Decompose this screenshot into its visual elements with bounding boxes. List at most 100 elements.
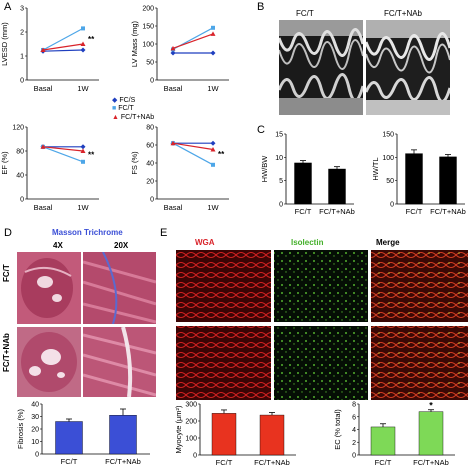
myocyte-bar [259, 414, 285, 456]
merge-image-fct [371, 250, 468, 322]
y-tick-label: 200 [142, 6, 154, 13]
hwtl-category-label: FC/T [406, 207, 423, 216]
ec-category-label: FC/T [375, 458, 392, 467]
fibrosis-y-tick-label: 20 [31, 427, 39, 434]
y-tick-label: 60 [146, 143, 154, 150]
y-tick-label: 2 [20, 30, 24, 37]
hwbw-category-label: FC/T+NAb [319, 207, 355, 216]
y-tick-label: 20 [146, 179, 154, 186]
ec-bar [370, 426, 396, 456]
data-point [170, 140, 176, 146]
isolectin-image-fctnab [274, 326, 368, 400]
fibrosis-bar [109, 415, 137, 455]
x-tick-label: 1W [207, 84, 219, 93]
legend-label-fct: FC/T [118, 105, 134, 112]
x-tick-label: Basal [164, 203, 183, 212]
series-line [42, 146, 84, 152]
myocyte-y-tick-label: 100 [185, 436, 197, 443]
panel-letter-d: D [4, 227, 12, 239]
myocyte-category-label: FC/T+NAb [254, 458, 290, 467]
panel-d-row-fctnab: FC/T+NAb [2, 333, 11, 372]
panel-b-label-fct: FC/T [296, 9, 314, 18]
legend-item-fctnab: ▲ FC/T+NAb [112, 114, 155, 121]
data-point [170, 45, 176, 51]
fibrosis-category-label: FC/T [61, 457, 78, 466]
hwtl-y-tick-label: 50 [386, 178, 394, 185]
y-tick-label: 3 [20, 6, 24, 13]
wga-image-fctnab [176, 326, 271, 400]
x-tick-label: Basal [34, 84, 53, 93]
histology-20x-fct [83, 252, 156, 324]
fibrosis-category-label: FC/T+NAb [105, 457, 141, 466]
data-point [211, 25, 215, 30]
y-tick-label: 1 [20, 54, 24, 61]
echo-image-fct [279, 20, 363, 115]
hwbw-y-tick-label: 0 [279, 202, 283, 209]
data-point [40, 47, 46, 52]
merge-image-fctnab [371, 326, 468, 400]
y-tick-label: 80 [16, 149, 24, 156]
y-tick-label: 0 [150, 197, 154, 204]
y-tick-label: 120 [12, 125, 24, 132]
wga-image-fct [176, 250, 271, 322]
data-point [81, 159, 85, 164]
x-tick-label: 1W [77, 203, 89, 212]
series-line [42, 27, 84, 51]
echo-image-fctnab [366, 20, 450, 115]
data-point [210, 147, 216, 152]
data-point [211, 162, 215, 167]
myocyte-y-tick-label: 200 [185, 419, 197, 426]
data-point [210, 50, 216, 56]
hwtl-bar [405, 153, 423, 205]
panel-b-label-fctnab: FC/T+NAb [384, 9, 423, 18]
y-tick-label: 0 [150, 78, 154, 85]
y-tick-label: 50 [146, 60, 154, 67]
significance-marker: ** [88, 35, 95, 44]
hwbw-category-label: FC/T [295, 207, 312, 216]
myocyte-y-axis-label: Myocyte (μm²) [174, 405, 183, 454]
data-point [80, 47, 86, 53]
data-point [210, 140, 216, 146]
series-line [172, 142, 214, 166]
ec-y-tick-label: 4 [352, 427, 356, 434]
series-line [42, 49, 84, 52]
y-tick-label: 0 [20, 197, 24, 204]
x-tick-label: 1W [207, 203, 219, 212]
legend-item-fct: ■ FC/T [112, 105, 134, 112]
x-tick-label: 1W [77, 84, 89, 93]
myocyte-category-label: FC/T [216, 458, 233, 467]
ec-bar [418, 411, 444, 456]
myocyte-bar [211, 413, 237, 456]
data-point [80, 41, 86, 46]
hwtl-bar [439, 156, 457, 205]
histology-20x-fctnab [83, 327, 156, 397]
panel-d-col-4x: 4X [53, 241, 63, 250]
histology-4x-fctnab [17, 327, 81, 397]
ec-y-tick-label: 2 [352, 440, 356, 447]
panel-d-fibrosis-chart: 0 10 20 30 40 Fibrosis (%) FC/T FC/T+NAb [16, 402, 150, 466]
series-line [172, 142, 214, 151]
panel-letter-e: E [160, 227, 168, 239]
data-point [170, 50, 176, 56]
legend-label-fcs: FC/S [119, 97, 136, 104]
x-tick-label: Basal [34, 203, 53, 212]
hwtl-y-tick-label: 0 [390, 202, 394, 209]
series-line [42, 43, 84, 51]
panel-letter-a: A [4, 1, 12, 13]
myocyte-y-tick-label: 300 [185, 402, 197, 409]
series-line [172, 33, 214, 49]
y-tick-label: 80 [146, 125, 154, 132]
data-point [80, 144, 86, 150]
panel-d-title: Masson Trichrome [52, 228, 123, 237]
hwtl-y-tick-label: 100 [382, 155, 394, 162]
panel-d-col-20x: 20X [114, 241, 129, 250]
y-tick-label: 100 [142, 42, 154, 49]
x-tick-label: Basal [164, 84, 183, 93]
series-line [42, 146, 84, 163]
panel-a-legend: ◆ FC/S ■ FC/T ▲ FC/T+NAb [112, 96, 192, 123]
ec-significance-marker: * [429, 401, 433, 411]
ec-y-axis-label: EC (% total) [333, 409, 342, 450]
hwtl-y-tick-label: 150 [382, 132, 394, 139]
